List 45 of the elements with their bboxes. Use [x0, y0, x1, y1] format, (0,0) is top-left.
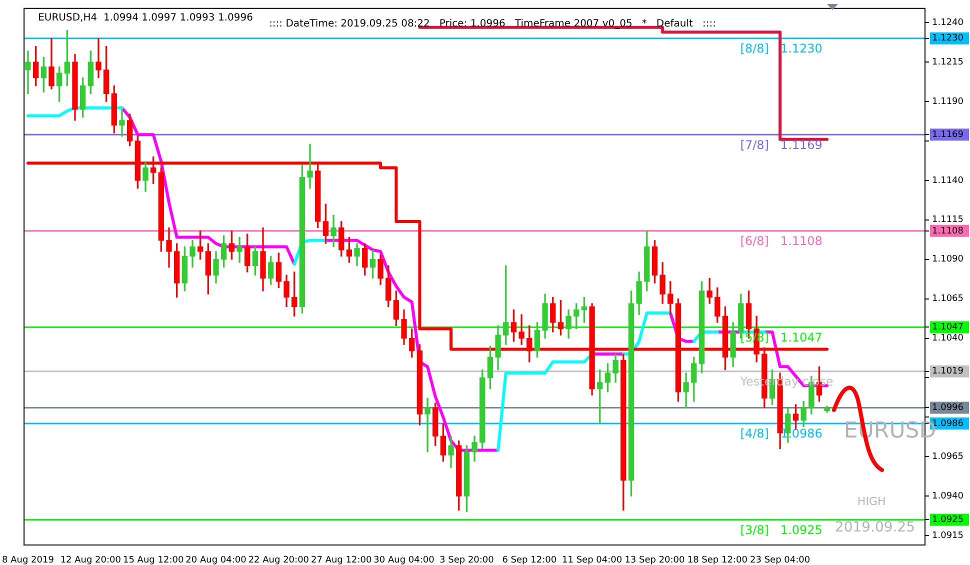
- x-tick-label: 22 Aug 20:00: [248, 556, 310, 565]
- y-tick-label: 1.1140: [932, 176, 964, 186]
- x-tick-label: 6 Sep 12:00: [502, 556, 557, 565]
- x-tick-label: 11 Sep 04:00: [562, 556, 622, 565]
- y-tick-label: 1.0925: [932, 515, 964, 526]
- y-tick-label: 1.1240: [932, 18, 964, 28]
- annotation: HIGH: [857, 494, 886, 508]
- candlestick: [25, 50, 31, 94]
- y-tick-label: 1.0940: [932, 491, 964, 502]
- y-tick-label: 1.1047: [932, 322, 964, 333]
- annotation: 2019.09.25: [834, 520, 916, 536]
- y-tick-label: 1.1065: [932, 294, 964, 304]
- candlestick: [119, 109, 125, 137]
- candlestick: [236, 236, 242, 263]
- y-tick-label: 1.1108: [932, 226, 964, 236]
- x-tick-label: 30 Aug 04:00: [374, 556, 435, 565]
- candlestick: [307, 144, 313, 189]
- chart-title: EURUSD,H4 1.0994 1.0997 1.0993 1.0996: [38, 12, 253, 24]
- candlestick: [518, 314, 524, 345]
- x-tick-label: 13 Sep 20:00: [624, 556, 686, 565]
- x-tick-label: 18 Sep 12:00: [687, 556, 748, 565]
- x-tick-label: 27 Aug 12:00: [311, 556, 372, 565]
- y-tick-label: 1.1169: [932, 130, 964, 140]
- ref-line-label: [7/8] 1.1169: [740, 138, 822, 152]
- ref-line-label: [6/8] 1.1108: [740, 234, 822, 248]
- y-tick-label: 1.1115: [932, 215, 964, 226]
- y-tick-label: 1.0965: [932, 452, 964, 462]
- candlestick: [424, 398, 430, 452]
- x-tick-label: 23 Sep 04:00: [750, 556, 810, 565]
- y-tick-label: 1.0915: [932, 530, 964, 541]
- x-tick-label: 15 Aug 12:00: [122, 556, 184, 565]
- ref-line-label: [8/8] 1.1230: [740, 42, 822, 56]
- ref-line-label: [3/8] 1.0925: [740, 522, 822, 537]
- y-tick-label: 1.1230: [932, 34, 964, 44]
- x-tick-label: 12 Aug 20:00: [60, 556, 122, 565]
- y-tick-label: 1.1040: [932, 334, 964, 344]
- y-tick-label: 1.1090: [932, 254, 964, 265]
- y-tick-label: 1.1215: [932, 57, 964, 68]
- x-tick-label: 8 Aug 2019: [2, 556, 54, 565]
- x-tick-label: 20 Aug 04:00: [186, 556, 247, 565]
- y-tick-label: 1.1019: [932, 366, 964, 377]
- y-tick-label: 1.0996: [932, 403, 964, 414]
- x-tick-label: 3 Sep 20:00: [440, 556, 494, 565]
- candlestick: [96, 38, 102, 78]
- y-tick-label: 1.1190: [932, 96, 964, 107]
